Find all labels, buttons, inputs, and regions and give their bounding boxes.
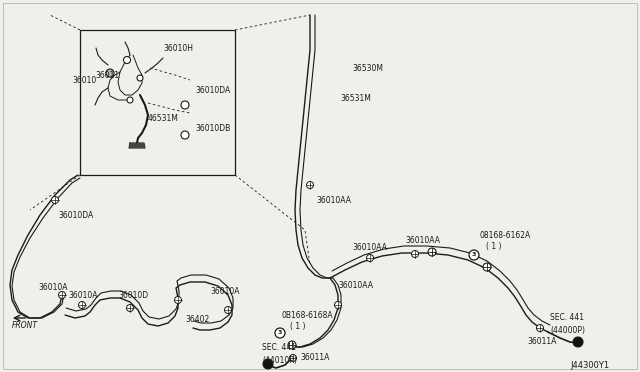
Text: 36010: 36010 (72, 76, 96, 84)
Circle shape (106, 69, 114, 77)
Circle shape (288, 341, 296, 349)
Bar (80, 30, 235, 175)
Text: 36010A: 36010A (210, 288, 239, 296)
Circle shape (307, 182, 314, 189)
Text: 36010DA: 36010DA (58, 211, 93, 219)
Circle shape (127, 97, 133, 103)
Circle shape (573, 337, 583, 347)
Circle shape (79, 301, 86, 308)
Circle shape (483, 263, 491, 271)
Text: 36010A: 36010A (38, 283, 67, 292)
Text: ( 1 ): ( 1 ) (290, 323, 305, 331)
Text: 46531M: 46531M (148, 113, 179, 122)
Text: 36010H: 36010H (163, 44, 193, 52)
Circle shape (428, 248, 436, 256)
Circle shape (335, 301, 342, 308)
Circle shape (58, 292, 65, 298)
Circle shape (367, 254, 374, 262)
Text: J44300Y1: J44300Y1 (570, 360, 609, 369)
Text: FRONT: FRONT (12, 321, 38, 330)
Text: 36530M: 36530M (352, 64, 383, 73)
Text: 36010DA: 36010DA (195, 86, 230, 94)
Text: 36010AA: 36010AA (405, 235, 440, 244)
Circle shape (469, 250, 479, 260)
Polygon shape (129, 143, 145, 148)
Circle shape (536, 324, 543, 331)
Text: 36402: 36402 (185, 315, 209, 324)
Text: (44000P): (44000P) (550, 326, 585, 334)
Text: 08168-6162A: 08168-6162A (480, 231, 531, 240)
Text: 36010D: 36010D (118, 291, 148, 299)
Circle shape (137, 75, 143, 81)
Text: 3: 3 (278, 330, 282, 336)
Circle shape (289, 355, 296, 362)
Text: 0B168-6168A: 0B168-6168A (282, 311, 333, 320)
Circle shape (225, 307, 232, 314)
Text: 36010AA: 36010AA (338, 280, 373, 289)
Text: 36010A: 36010A (68, 291, 97, 299)
Circle shape (181, 131, 189, 139)
Circle shape (275, 328, 285, 338)
Circle shape (51, 196, 58, 203)
Circle shape (412, 250, 419, 257)
Text: SEC. 441: SEC. 441 (262, 343, 296, 353)
Text: SEC. 441: SEC. 441 (550, 314, 584, 323)
Circle shape (175, 296, 182, 304)
Text: 36010DB: 36010DB (195, 124, 230, 132)
Text: (44010P): (44010P) (262, 356, 297, 365)
Text: 36531M: 36531M (340, 93, 371, 103)
Circle shape (263, 359, 273, 369)
Text: ( 1 ): ( 1 ) (486, 243, 502, 251)
Text: 36011A: 36011A (527, 337, 556, 346)
Text: 3: 3 (472, 253, 476, 257)
Circle shape (127, 305, 134, 311)
Text: 36011: 36011 (95, 71, 119, 80)
Text: 36011A: 36011A (300, 353, 330, 362)
Text: 36010AA: 36010AA (352, 244, 387, 253)
Circle shape (181, 101, 189, 109)
Circle shape (124, 57, 131, 64)
Text: 36010AA: 36010AA (316, 196, 351, 205)
